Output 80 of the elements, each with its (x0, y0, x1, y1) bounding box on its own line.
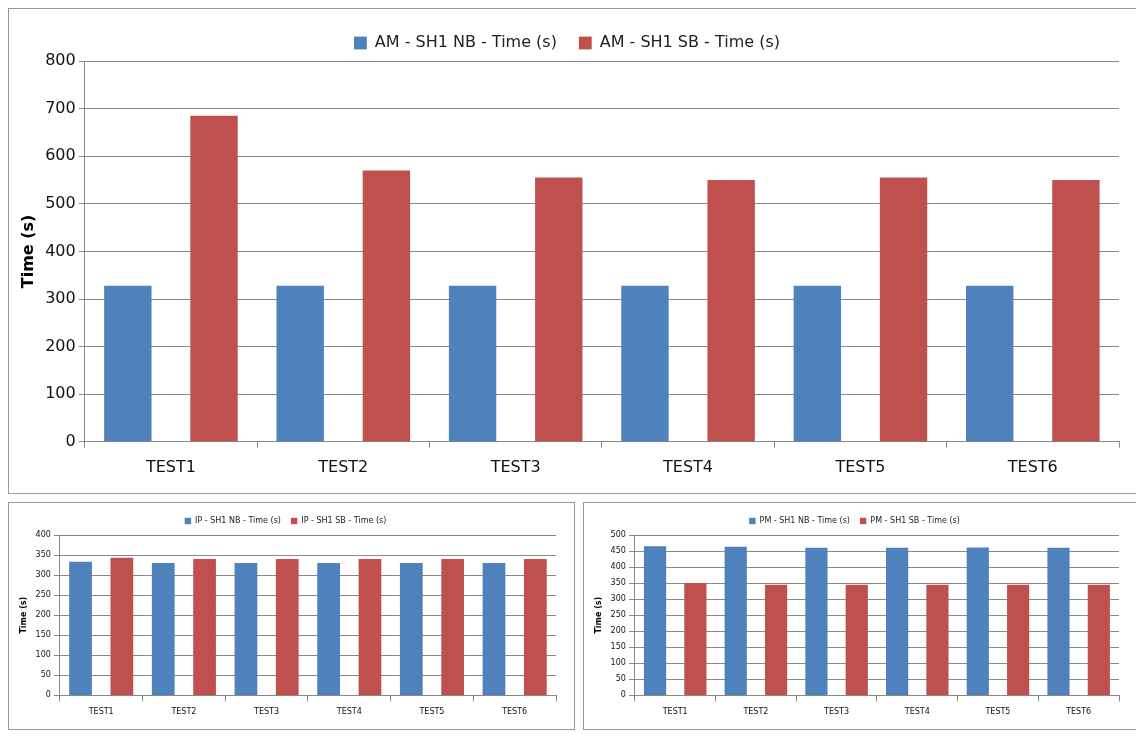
legend-label: PM - SH1 NB - Time (s) (759, 516, 850, 526)
x-tick-label: TEST3 (489, 456, 541, 476)
y-tick-label: 700 (45, 97, 76, 117)
bar (926, 584, 949, 695)
x-tick-label: TEST3 (253, 707, 280, 717)
x-tick-label: TEST1 (661, 707, 688, 717)
x-tick-label: TEST5 (984, 707, 1011, 717)
y-tick-label: 100 (35, 650, 51, 660)
x-tick-label: TEST1 (87, 707, 114, 717)
y-tick-label: 250 (35, 590, 51, 600)
bar (707, 180, 755, 442)
y-axis-title: Time (s) (593, 596, 603, 634)
y-tick-label: 100 (610, 658, 626, 668)
bar (886, 547, 909, 695)
bar (190, 115, 238, 442)
y-tick-label: 500 (45, 192, 76, 212)
x-tick-label: TEST3 (823, 707, 850, 717)
y-tick-label: 50 (40, 670, 51, 680)
bar (362, 170, 411, 442)
bar (966, 547, 989, 695)
bar (535, 177, 583, 442)
y-axis-title: Time (s) (18, 596, 28, 634)
bar (1052, 180, 1100, 442)
y-tick-label: 150 (35, 630, 51, 640)
y-tick-label: 100 (45, 383, 76, 403)
y-tick-label: 400 (610, 562, 626, 572)
bar (1047, 547, 1070, 695)
bar (764, 584, 788, 695)
x-tick-label: TEST6 (1065, 707, 1092, 717)
y-tick-label: 300 (45, 288, 76, 308)
y-tick-label: 0 (65, 430, 76, 450)
y-tick-label: 150 (610, 642, 626, 652)
y-tick-label: 800 (45, 50, 76, 70)
y-tick-label: 600 (45, 145, 76, 165)
bar (276, 285, 324, 442)
y-tick-label: 300 (610, 594, 626, 604)
x-tick-label: TEST6 (1006, 456, 1058, 476)
x-tick-label: TEST2 (317, 456, 369, 476)
bar (879, 177, 928, 442)
bar (448, 285, 497, 442)
y-tick-label: 200 (35, 610, 51, 620)
bar (845, 584, 868, 695)
bar (966, 285, 1014, 442)
bar (793, 285, 842, 442)
bar (1007, 584, 1030, 695)
x-tick-label: TEST2 (742, 707, 769, 717)
y-tick-label: 350 (35, 550, 51, 560)
bar (621, 285, 669, 442)
legend-label: PM - SH1 SB - Time (s) (870, 516, 960, 526)
x-tick-label: TEST4 (903, 707, 930, 717)
x-tick-label: TEST6 (501, 707, 528, 717)
y-tick-label: 250 (610, 610, 626, 620)
y-tick-label: 400 (35, 530, 51, 540)
x-tick-label: TEST4 (662, 456, 714, 476)
bar (104, 285, 152, 442)
y-tick-label: 400 (45, 240, 76, 260)
x-tick-label: TEST2 (170, 707, 197, 717)
y-tick-label: 0 (45, 690, 51, 700)
x-tick-label: TEST5 (834, 456, 886, 476)
y-axis-title: Time (s) (17, 214, 37, 289)
bar (1087, 584, 1110, 695)
y-tick-label: 200 (610, 626, 626, 636)
x-tick-label: TEST4 (335, 707, 362, 717)
x-tick-label: TEST1 (144, 456, 196, 476)
y-tick-label: 300 (35, 570, 51, 580)
y-tick-label: 200 (45, 335, 76, 355)
legend-label: IP - SH1 NB - Time (s) (195, 516, 281, 526)
x-tick-label: TEST5 (418, 707, 445, 717)
y-tick-label: 450 (610, 546, 626, 556)
bar (805, 547, 828, 695)
y-tick-label: 50 (615, 674, 626, 684)
y-tick-label: 350 (610, 578, 626, 588)
y-tick-label: 500 (610, 530, 626, 540)
bar (684, 583, 707, 695)
legend-label: IP - SH1 SB - Time (s) (301, 516, 387, 526)
legend-label: AM - SH1 NB - Time (s) (374, 32, 557, 52)
bar (724, 546, 747, 695)
bar (643, 546, 667, 695)
y-tick-label: 0 (620, 690, 626, 700)
legend-label: AM - SH1 SB - Time (s) (599, 32, 780, 52)
